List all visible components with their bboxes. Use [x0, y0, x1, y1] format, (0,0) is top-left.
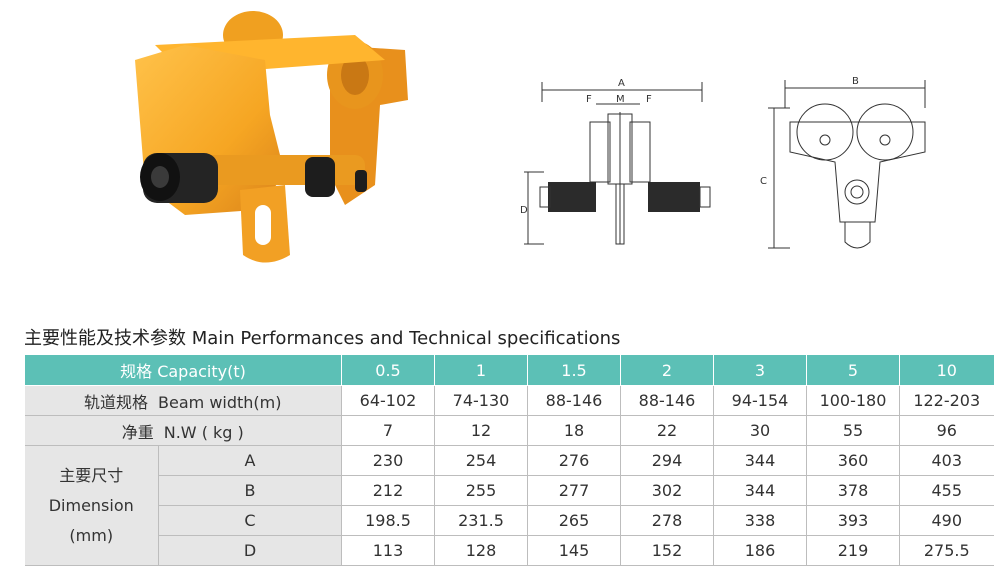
dimension-row-b: B 212 255 277 302 344 378 455 [25, 475, 994, 506]
table-cell: 255 [434, 475, 528, 506]
table-cell: 145 [527, 535, 621, 566]
table-cell: 64-102 [341, 385, 435, 416]
dim-label-a: A [618, 78, 625, 89]
beam-width-label-en: Beam width(m) [158, 392, 282, 412]
table-cell: 403 [899, 445, 994, 476]
table-cell: 128 [434, 535, 528, 566]
capacity-cell: 0.5 [341, 355, 435, 386]
beam-width-row: 轨道规格 Beam width(m) 64-102 74-130 88-146 8… [24, 385, 994, 416]
capacity-header: 规格 Capacity(t) [24, 355, 342, 386]
capacity-cell: 3 [713, 355, 807, 386]
table-cell: 219 [806, 535, 900, 566]
capacity-cell: 2 [620, 355, 714, 386]
table-cell: 344 [713, 475, 807, 506]
capacity-cell: 10 [899, 355, 994, 386]
table-cell: 302 [620, 475, 714, 506]
table-cell: 344 [713, 445, 807, 476]
table-cell: 186 [713, 535, 807, 566]
table-cell: 360 [806, 445, 900, 476]
table-cell: 378 [806, 475, 900, 506]
dim-label-f-left: F [586, 94, 592, 105]
dimension-name: D [158, 535, 342, 566]
table-cell: 294 [620, 445, 714, 476]
table-cell: 198.5 [341, 505, 435, 536]
table-cell: 30 [713, 415, 807, 446]
dimension-name: C [158, 505, 342, 536]
table-cell: 254 [434, 445, 528, 476]
table-cell: 230 [341, 445, 435, 476]
front-view-drawing: A F M F D [520, 78, 711, 245]
table-cell: 88-146 [527, 385, 621, 416]
beam-width-label: 轨道规格 Beam width(m) [24, 385, 342, 416]
capacity-cell: 5 [806, 355, 900, 386]
figures-area: A F M F D B C [135, 11, 926, 263]
table-cell: 94-154 [713, 385, 807, 416]
table-cell: 22 [620, 415, 714, 446]
table-cell: 393 [806, 505, 900, 536]
table-cell: 277 [527, 475, 621, 506]
table-cell: 100-180 [806, 385, 900, 416]
capacity-cell: 1 [434, 355, 528, 386]
side-view-drawing: B C [760, 76, 926, 249]
table-cell: 152 [620, 535, 714, 566]
dim-label-d: D [520, 205, 528, 216]
dimension-row-d: D 113 128 145 152 186 219 275.5 [25, 535, 994, 566]
dim-label-c: C [760, 176, 767, 187]
header-row: 规格 Capacity(t) 0.5 1 1.5 2 3 5 10 [24, 355, 994, 386]
spec-table: 规格 Capacity(t) 0.5 1 1.5 2 3 5 10 轨道规格 Be… [24, 355, 994, 566]
spec-title: 主要性能及技术参数 Main Performances and Technica… [24, 328, 621, 349]
beam-width-label-cn: 轨道规格 [84, 392, 149, 412]
table-cell: 265 [527, 505, 621, 536]
table-cell: 88-146 [620, 385, 714, 416]
trolley-photo [135, 11, 408, 263]
table-cell: 212 [341, 475, 435, 506]
net-weight-label-en: N.W ( kg ) [163, 422, 244, 442]
capacity-cell: 1.5 [527, 355, 621, 386]
table-cell: 338 [713, 505, 807, 536]
dimension-row-a: 主要尺寸 Dimension (mm) A 230 254 276 294 34… [24, 445, 994, 566]
table-cell: 12 [434, 415, 528, 446]
dimension-label-en: Dimension [48, 495, 134, 515]
dimension-name: A [158, 445, 342, 476]
table-cell: 275.5 [899, 535, 994, 566]
net-weight-row: 净重 N.W ( kg ) 7 12 18 22 30 55 96 [24, 415, 994, 446]
table-cell: 490 [899, 505, 994, 536]
table-cell: 74-130 [434, 385, 528, 416]
dimension-label-cn: 主要尺寸 [59, 465, 124, 485]
dim-label-b: B [852, 76, 859, 87]
table-cell: 276 [527, 445, 621, 476]
dim-label-f-right: F [646, 94, 652, 105]
table-cell: 18 [527, 415, 621, 446]
table-cell: 231.5 [434, 505, 528, 536]
net-weight-label-cn: 净重 [121, 422, 154, 442]
dimension-label-unit: (mm) [69, 525, 114, 545]
dimension-row-c: C 198.5 231.5 265 278 338 393 490 [25, 505, 994, 536]
table-cell: 455 [899, 475, 994, 506]
table-cell: 7 [341, 415, 435, 446]
net-weight-label: 净重 N.W ( kg ) [24, 415, 342, 446]
table-cell: 122-203 [899, 385, 994, 416]
table-cell: 55 [806, 415, 900, 446]
table-cell: 113 [341, 535, 435, 566]
table-cell: 96 [899, 415, 994, 446]
dimension-name: B [158, 475, 342, 506]
table-cell: 278 [620, 505, 714, 536]
dim-label-m: M [616, 94, 625, 105]
dimension-label: 主要尺寸 Dimension (mm) [24, 445, 159, 566]
